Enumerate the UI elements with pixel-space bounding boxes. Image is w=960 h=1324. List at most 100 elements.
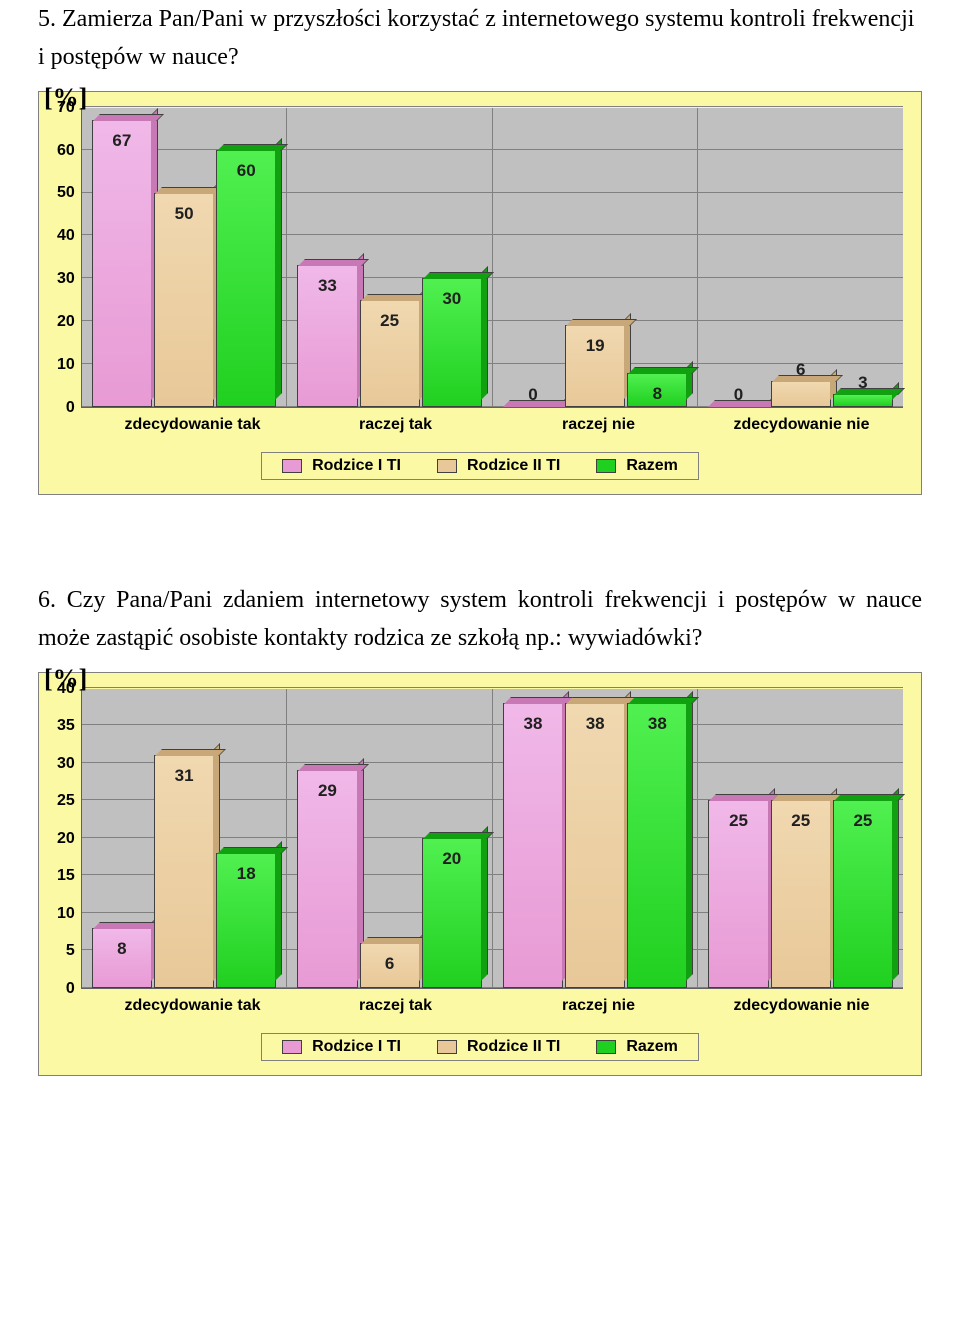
bar: 3 [833, 394, 893, 407]
chart1: 706050403020100 67 50 60 332530 0 19 8 063 zdecyd… [38, 91, 922, 495]
bar-column: 33 [297, 265, 357, 406]
bar-value-label: 60 [217, 161, 275, 181]
bar-column: 25 [708, 800, 768, 988]
bar-value-label: 67 [93, 131, 151, 151]
x-tick-label: raczej tak [294, 997, 497, 1015]
bar-group: 29 6 20 [287, 689, 493, 988]
bar-group: 67 50 60 [82, 108, 288, 407]
bar: 33 [297, 265, 357, 406]
bar-group: 063 [698, 108, 903, 407]
bar: 30 [422, 278, 482, 407]
bar: 25 [833, 800, 893, 988]
legend-item: Rodzice II TI [437, 1038, 560, 1056]
plot-area: 8311829620383838252525 [81, 689, 903, 989]
bar: 6 [360, 943, 420, 988]
legend-item: Razem [596, 457, 678, 475]
bar: 6 [771, 381, 831, 407]
bar-value-label: 25 [772, 811, 830, 831]
bar-column: 31 [154, 755, 214, 988]
x-tick-label: zdecydowanie nie [700, 416, 903, 434]
bar: 38 [503, 703, 563, 988]
bar: 18 [216, 853, 276, 988]
bar-column: 19 [565, 325, 625, 406]
bar-group: 332530 [287, 108, 493, 407]
q6-text: Czy Pana/Pani zdaniem internetowy system… [38, 587, 922, 651]
x-axis: zdecydowanie takraczej takraczej niezdec… [57, 416, 903, 434]
bar: 50 [154, 193, 214, 407]
bar: 25 [708, 800, 768, 988]
bar-value-label: 18 [217, 864, 275, 884]
question-5: 5. Zamierza Pan/Pani w przyszłości korzy… [38, 0, 922, 77]
bar: 20 [422, 838, 482, 988]
chart1-pct-label: [%] [44, 83, 922, 113]
chart2: 40353025201510508311829620383838252525zd… [38, 672, 922, 1076]
bar-value-label: 38 [628, 714, 686, 734]
bar-value-label: 38 [566, 714, 624, 734]
legend-swatch [596, 1040, 616, 1054]
bar: 8 [627, 373, 687, 407]
bar-column: 18 [216, 853, 276, 988]
legend-label: Rodzice II TI [467, 1038, 560, 1056]
bar-value-label: 6 [772, 360, 830, 380]
bar-column: 29 [297, 770, 357, 988]
legend-item: Razem [596, 1038, 678, 1056]
bar-column: 38 [627, 703, 687, 988]
bar-column: 60 [216, 150, 276, 407]
bar-column: 38 [503, 703, 563, 988]
x-tick-label: zdecydowanie nie [700, 997, 903, 1015]
bar-value-label: 33 [298, 276, 356, 296]
bar-value-label: 20 [423, 849, 481, 869]
bar-column: 8 [92, 928, 152, 988]
x-tick-label: raczej tak [294, 416, 497, 434]
y-axis: 4035302520151050 [57, 689, 81, 989]
legend-label: Razem [626, 457, 678, 475]
bar: 25 [360, 300, 420, 407]
bar-column: 25 [360, 300, 420, 407]
q5-number: 5. [38, 6, 56, 32]
bar-value-label: 6 [361, 954, 419, 974]
bar: 29 [297, 770, 357, 988]
bar: 25 [771, 800, 831, 988]
bar-column: 20 [422, 838, 482, 988]
bar-value-label: 8 [628, 384, 686, 404]
bar-column: 8 [627, 373, 687, 407]
bar-group: 383838 [493, 689, 699, 988]
bar-group: 0198 [493, 108, 699, 407]
x-tick-label: zdecydowanie tak [91, 997, 294, 1015]
bar-column: 38 [565, 703, 625, 988]
bar-value-label: 31 [155, 766, 213, 786]
bar-column: 25 [833, 800, 893, 988]
legend-label: Rodzice II TI [467, 457, 560, 475]
bar-value-label: 8 [93, 939, 151, 959]
bar: 38 [627, 703, 687, 988]
bar-value-label: 50 [155, 204, 213, 224]
bar-value-label: 25 [361, 311, 419, 331]
bar: 60 [216, 150, 276, 407]
bar-column: 50 [154, 193, 214, 407]
bar-column: 3 [833, 394, 893, 407]
legend-swatch [437, 459, 457, 473]
bar-value-label: 0 [708, 385, 768, 405]
bar: 67 [92, 120, 152, 407]
bar: 8 [92, 928, 152, 988]
bar-value-label: 38 [504, 714, 562, 734]
legend: Rodzice I TI Rodzice II TI Razem [261, 452, 699, 480]
legend-swatch [437, 1040, 457, 1054]
bar-group: 8 31 18 [82, 689, 288, 988]
legend-swatch [282, 459, 302, 473]
question-6: 6. Czy Pana/Pani zdaniem internetowy sys… [38, 581, 922, 658]
bar-column: 67 [92, 120, 152, 407]
y-axis: 706050403020100 [57, 108, 81, 408]
x-tick-label: raczej nie [497, 997, 700, 1015]
bar-value-label: 19 [566, 336, 624, 356]
x-tick-label: zdecydowanie tak [91, 416, 294, 434]
legend-label: Razem [626, 1038, 678, 1056]
legend-item: Rodzice I TI [282, 457, 401, 475]
legend-swatch [282, 1040, 302, 1054]
bar-column: 30 [422, 278, 482, 407]
bar-value-label: 29 [298, 781, 356, 801]
bar-column: 25 [771, 800, 831, 988]
x-axis: zdecydowanie takraczej takraczej niezdec… [57, 997, 903, 1015]
legend-item: Rodzice II TI [437, 457, 560, 475]
q6-number: 6. [38, 587, 56, 613]
